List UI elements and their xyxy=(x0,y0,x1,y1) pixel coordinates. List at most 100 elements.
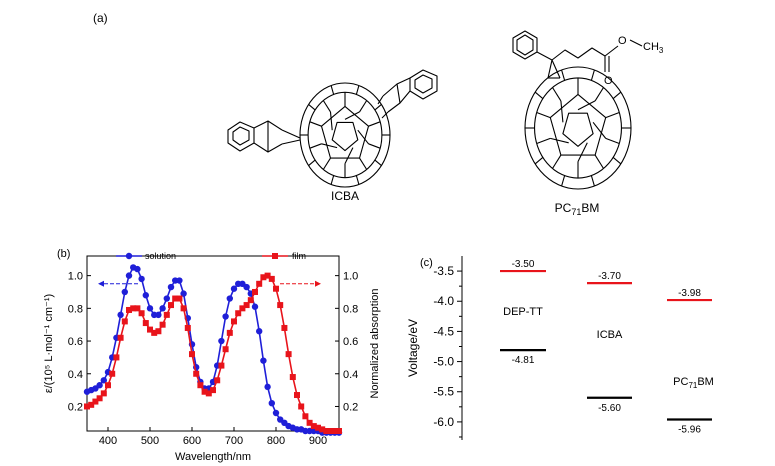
level-group-1: -3.70 -5.60 ICBA xyxy=(587,271,632,414)
point-film xyxy=(298,403,305,410)
y-left-tick-label: 0.2 xyxy=(68,401,83,413)
cage-pentagon xyxy=(562,112,594,147)
point-film xyxy=(117,334,124,341)
y-left-axis-label: ε/(10⁵ L·mol⁻¹ cm⁻¹) xyxy=(43,294,55,393)
cage-bond xyxy=(534,156,544,165)
point-film xyxy=(239,305,246,312)
pc71bm-fullerene-cage xyxy=(524,66,632,190)
material-name-prefix: DEP-TT xyxy=(503,306,543,318)
panel-a-label: (a) xyxy=(93,11,108,25)
x-axis-label: Wavelength/nm xyxy=(175,451,251,463)
cage-bond xyxy=(359,157,368,170)
point-solution xyxy=(218,337,225,345)
point-solution xyxy=(243,283,250,291)
point-film xyxy=(323,428,330,434)
point-film xyxy=(121,318,128,325)
cage-bond xyxy=(368,121,381,127)
point-film xyxy=(155,328,162,335)
y-left-tick-label: 0.4 xyxy=(68,369,83,381)
cage-pentagon xyxy=(549,93,607,156)
point-film xyxy=(231,318,237,325)
y-right-tick-label: 0.6 xyxy=(343,336,358,348)
point-film xyxy=(84,403,90,410)
homo-value: -5.60 xyxy=(598,403,621,414)
point-film xyxy=(184,324,191,331)
point-film xyxy=(247,297,254,304)
cage-pentagon xyxy=(331,121,359,152)
y-tick-label: -4.5 xyxy=(433,324,454,338)
point-solution xyxy=(272,409,280,417)
cage-ring xyxy=(533,77,623,179)
cage-bond xyxy=(321,143,338,149)
point-film xyxy=(218,362,225,369)
pc71bm-name: PC71BM xyxy=(555,201,600,217)
point-film xyxy=(193,370,200,377)
point-film xyxy=(176,295,183,302)
point-film xyxy=(96,395,103,402)
point-film xyxy=(151,329,158,336)
point-film xyxy=(142,320,149,327)
x-tick-label: 600 xyxy=(183,435,201,447)
point-solution xyxy=(121,288,128,296)
point-solution xyxy=(264,383,271,391)
point-film xyxy=(260,274,267,281)
cage-pentagon xyxy=(320,105,370,159)
point-film xyxy=(92,398,99,405)
icba-left-benzene-inner xyxy=(232,126,250,146)
icba-fullerene-cage xyxy=(299,82,391,188)
point-film xyxy=(222,346,229,353)
point-film xyxy=(226,329,233,336)
point-film xyxy=(243,302,250,309)
energy-level-chart: -3.5-4.0-4.5-5.0-5.5-6.0Voltage/eV-3.50-… xyxy=(406,256,714,440)
cage-bond xyxy=(552,154,562,169)
material-name-sub: 71 xyxy=(688,381,697,390)
cage-bond xyxy=(308,103,316,111)
y-right-tick-label: 0.4 xyxy=(343,369,358,381)
point-solution xyxy=(256,328,263,335)
cage-bond xyxy=(560,100,564,123)
y-tick-label: -3.5 xyxy=(433,264,454,278)
material-name: ICBA xyxy=(597,329,623,341)
cage-bond xyxy=(308,159,316,167)
cage-bond xyxy=(309,143,322,149)
point-film xyxy=(252,288,258,295)
plot-frame xyxy=(86,255,340,432)
point-film xyxy=(189,351,195,358)
material-name: DEP-TT xyxy=(503,306,543,318)
left-axis-arrow-head xyxy=(98,280,104,287)
point-film xyxy=(113,354,120,361)
point-film xyxy=(315,424,321,431)
level-group-0: -3.50 -4.81 DEP-TT xyxy=(500,259,546,366)
pc71bm-butyl-chain xyxy=(551,47,606,61)
point-film xyxy=(273,285,279,292)
cage-bond xyxy=(374,103,382,111)
cage-bond xyxy=(355,85,360,95)
point-solution xyxy=(125,272,133,279)
series-film xyxy=(84,272,342,434)
material-name: PC71BM xyxy=(673,376,714,390)
cage-bond xyxy=(322,100,331,113)
material-name-prefix: ICBA xyxy=(597,329,623,341)
cage-bond xyxy=(534,91,544,100)
point-film xyxy=(100,390,107,397)
point-solution xyxy=(226,295,233,302)
point-film xyxy=(180,305,187,312)
point-film xyxy=(168,302,174,309)
y-left-tick-label: 0.6 xyxy=(68,336,83,348)
panel-c-label: (c) xyxy=(420,257,433,269)
point-film xyxy=(109,370,116,377)
point-film xyxy=(147,326,153,333)
cage-bond xyxy=(552,87,562,102)
cage-bond xyxy=(374,159,382,167)
pc71bm-carbonyl-o: O xyxy=(604,75,613,87)
icba-name: ICBA xyxy=(331,189,359,203)
y-right-tick-label: 0.8 xyxy=(343,303,358,315)
y-tick-label: -5.5 xyxy=(433,385,454,399)
point-film xyxy=(126,306,132,313)
panel-b-label: (b) xyxy=(57,248,70,260)
cage-bond xyxy=(330,175,335,185)
point-film xyxy=(130,305,137,312)
point-solution xyxy=(134,265,141,273)
cage-bond xyxy=(550,137,569,144)
cage-bond xyxy=(590,69,595,81)
